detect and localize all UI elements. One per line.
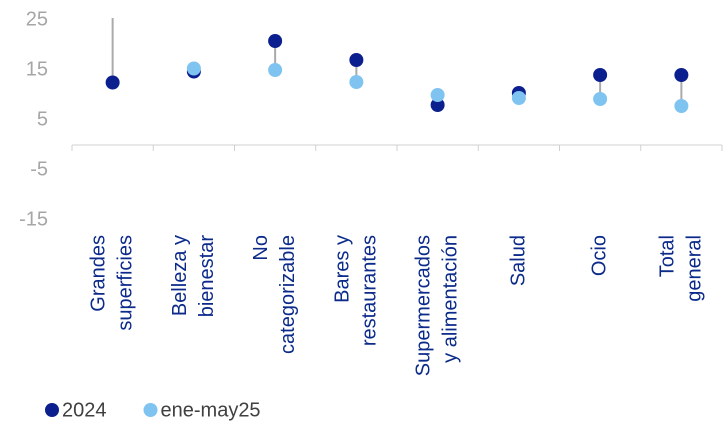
- x-tick-label: Bares y restaurantes: [331, 235, 381, 347]
- x-tick-label: No categorizable: [250, 235, 300, 354]
- y-tick-label: 15: [26, 58, 48, 80]
- dot: [105, 75, 120, 90]
- legend-marker: [143, 403, 158, 417]
- y-tick-label: -15: [19, 208, 48, 230]
- y-tick-label: 5: [37, 108, 48, 130]
- legend-label: 2024: [62, 399, 107, 421]
- dot: [593, 68, 608, 82]
- dot: [430, 98, 445, 112]
- dot: [593, 92, 608, 106]
- dot: [186, 61, 201, 76]
- dot: [268, 63, 283, 77]
- legend-label: ene-may25: [161, 399, 261, 421]
- x-tick-label: Grandes superficies: [87, 235, 137, 331]
- x-tick-label: Belleza y bienestar: [168, 235, 218, 318]
- x-tick-label: Ocio: [588, 235, 611, 277]
- dot: [674, 99, 689, 113]
- dot: [106, 0, 120, 2]
- dot: [430, 88, 445, 102]
- dot: [349, 75, 364, 89]
- legend-marker: [45, 403, 59, 417]
- y-tick-label: 25: [26, 8, 48, 30]
- x-tick-label: Salud: [507, 235, 530, 287]
- dot: [268, 34, 283, 48]
- y-tick-label: -5: [30, 158, 48, 180]
- plot-area: [105, 0, 689, 113]
- x-tick-label: Total general: [656, 235, 706, 302]
- x-tick-label: Supermercados y alimentación: [412, 235, 462, 377]
- dot: [674, 68, 689, 82]
- dot: [511, 91, 526, 105]
- dot: [349, 53, 364, 67]
